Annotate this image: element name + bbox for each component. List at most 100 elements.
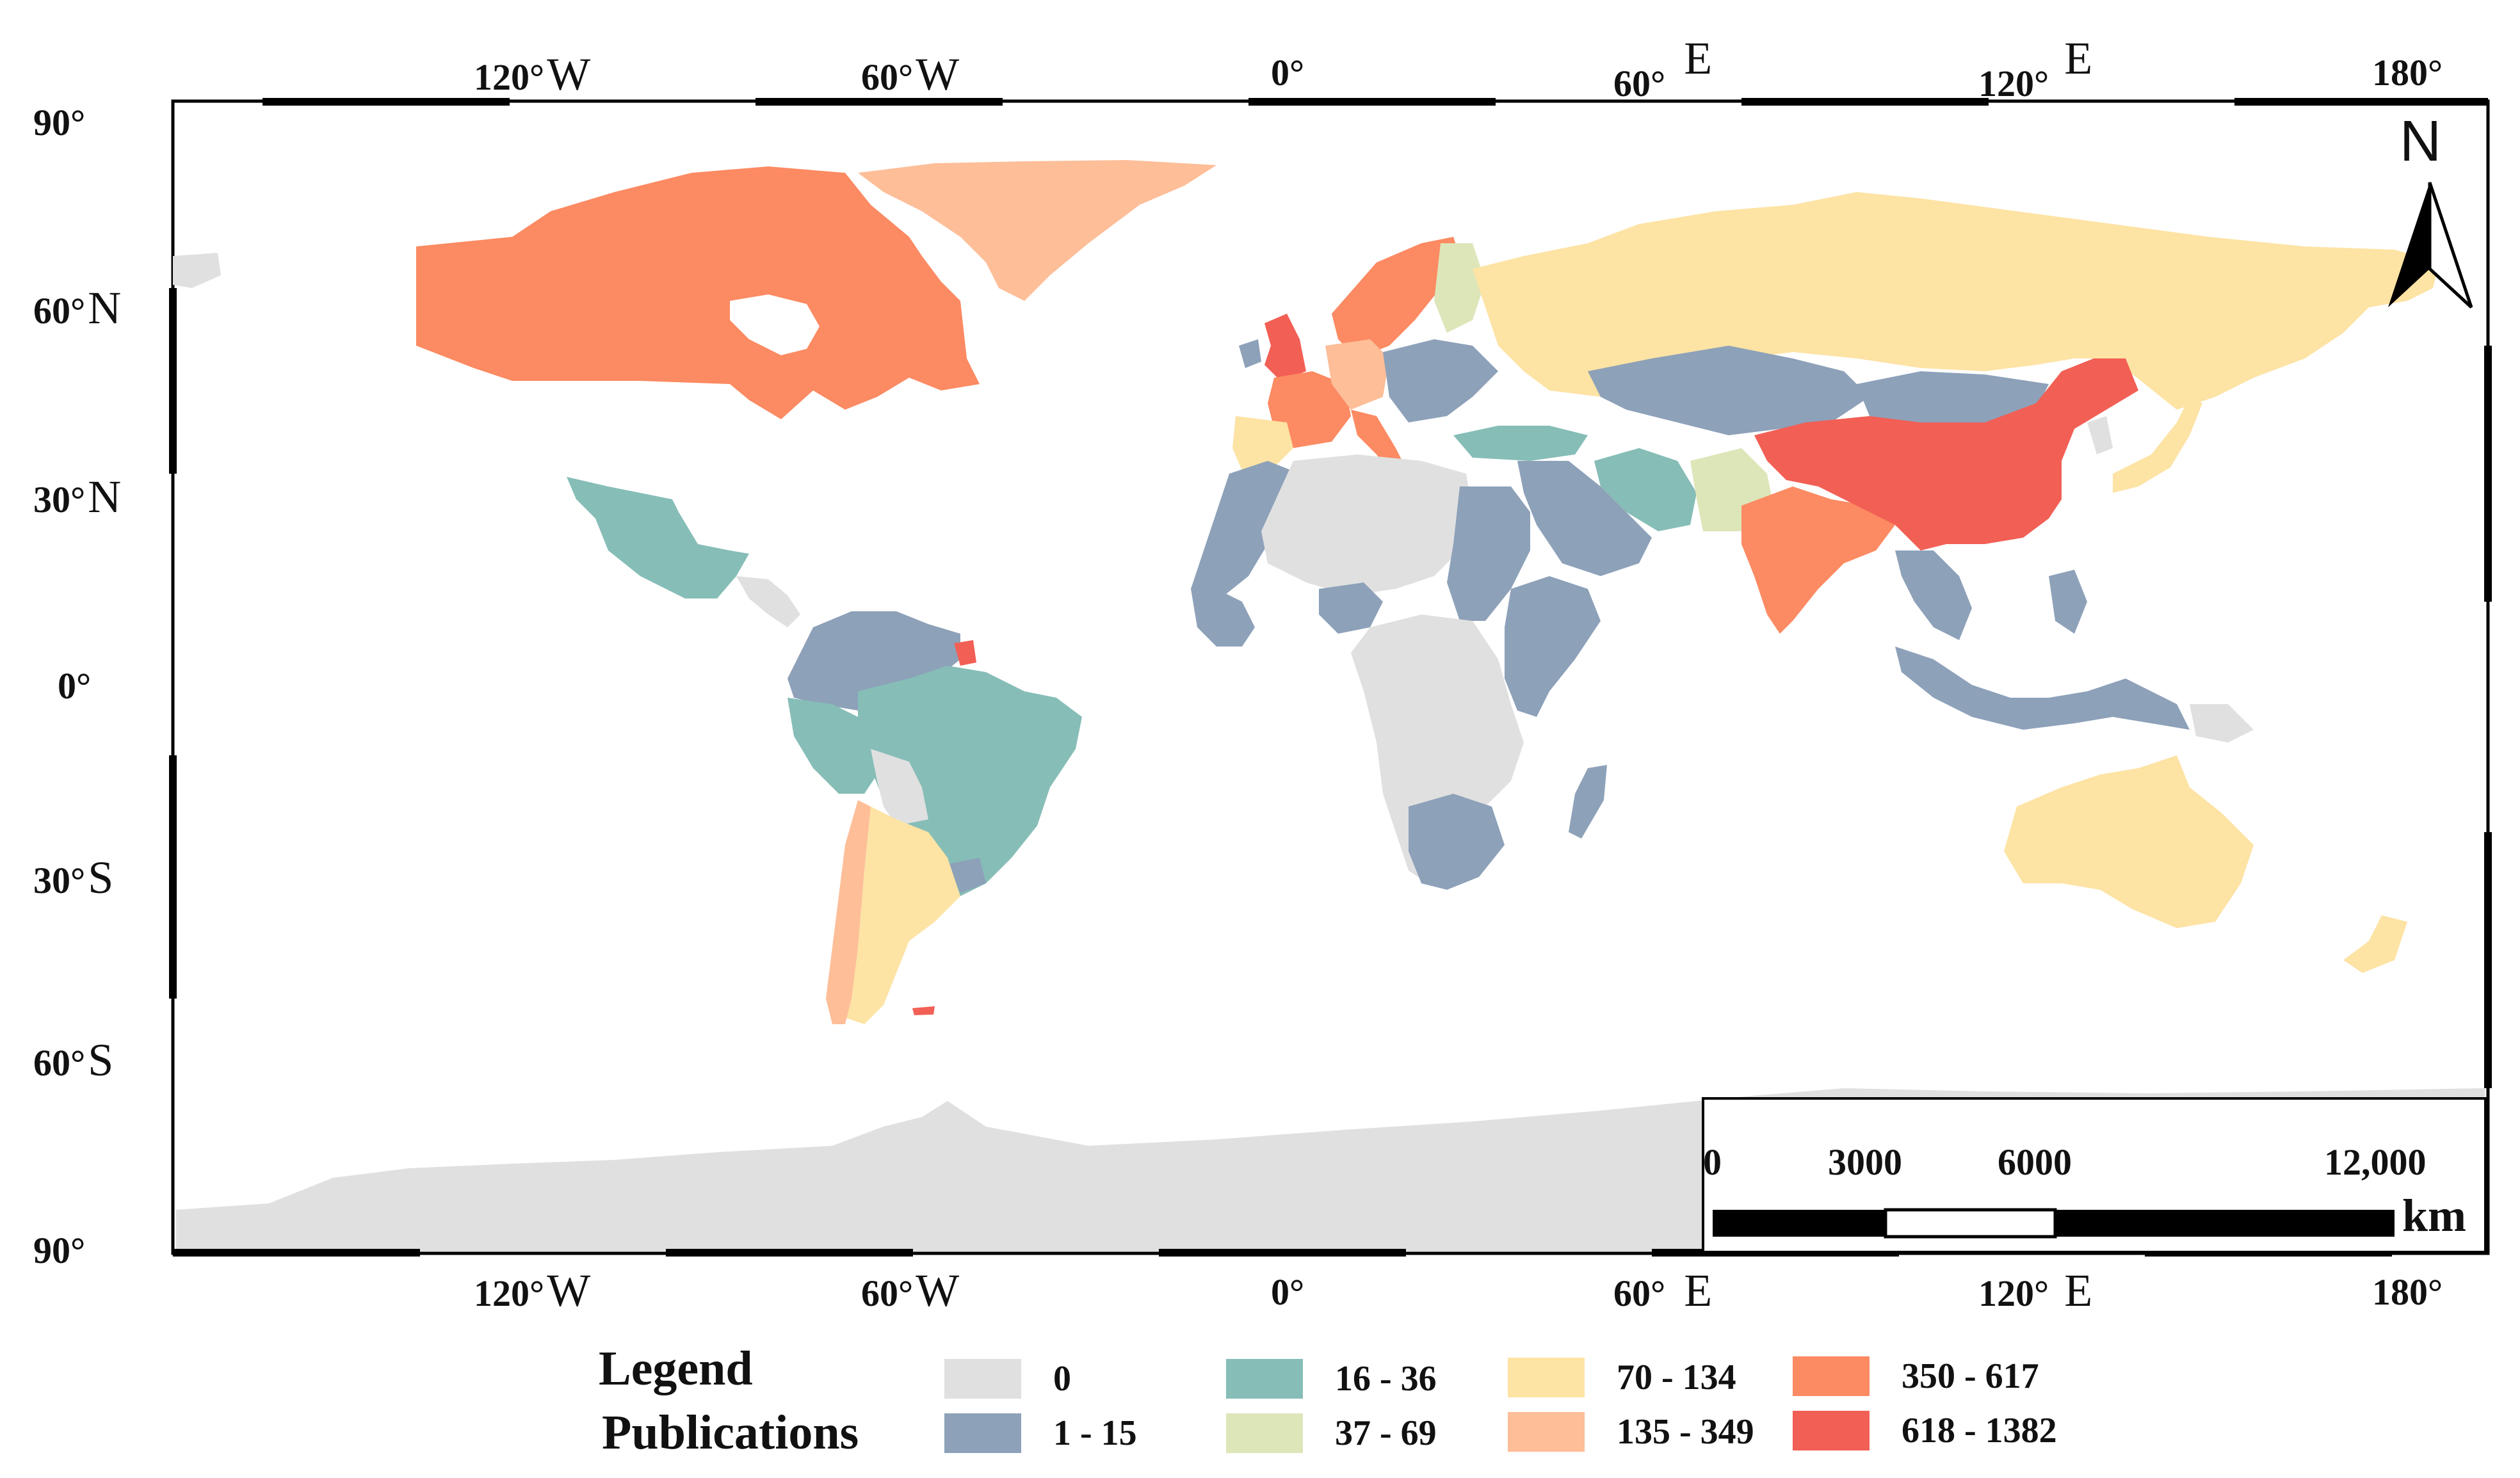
- top-tick-60w: 60° W: [861, 49, 960, 100]
- scale-label-3000: 3000: [1828, 1141, 1902, 1183]
- legend-item-6: 350 - 617: [1793, 1356, 2039, 1397]
- scale-label-0: 0: [1703, 1141, 1722, 1183]
- left-tick-30n: 30° N: [33, 471, 122, 522]
- country-uk: [1264, 314, 1306, 381]
- left-tick-90s: 90°: [33, 1230, 86, 1271]
- legend-swatch: [1226, 1413, 1303, 1453]
- legend-item-2: 16 - 36: [1226, 1358, 1437, 1399]
- frame-ticks-left: [169, 288, 177, 999]
- legend-subtitle: Publications: [602, 1406, 859, 1459]
- falklands: [912, 1006, 935, 1015]
- legend-swatch: [1226, 1359, 1303, 1399]
- scale-bar: [1713, 1208, 2395, 1239]
- legend-item-0: 0: [944, 1358, 1071, 1399]
- scale-unit: km: [2402, 1190, 2467, 1241]
- left-tick-90n: 90°: [33, 102, 86, 143]
- country-india: [1741, 486, 1895, 634]
- country-kazakhstan: [1588, 346, 1870, 435]
- bottom-tick-120w: 120° W: [474, 1265, 591, 1316]
- top-tick-120e: 120° E: [1978, 33, 2093, 104]
- legend-swatch: [944, 1413, 1021, 1453]
- legend-item-7: 618 - 1382: [1793, 1410, 2057, 1451]
- country-philippines: [2049, 570, 2087, 634]
- country-north-africa-west: [1191, 461, 1300, 614]
- bottom-tick-180: 180°: [2372, 1271, 2443, 1313]
- country-guiana: [954, 640, 976, 666]
- legend-label: 16 - 36: [1335, 1359, 1437, 1399]
- legend-item-1: 1 - 15: [944, 1413, 1137, 1454]
- legend-label: 70 - 134: [1617, 1358, 1736, 1397]
- country-madagascar: [1569, 765, 1607, 839]
- country-bolivia-paraguay: [871, 749, 928, 826]
- legend-swatch: [944, 1359, 1021, 1399]
- scale-label-12000: 12,000: [2324, 1141, 2427, 1183]
- top-tick-60e: 60° E: [1613, 33, 1713, 104]
- frame-ticks-right: [2484, 346, 2492, 1088]
- country-new-zealand: [2343, 915, 2407, 973]
- country-japan: [2113, 397, 2202, 493]
- region-central-america: [736, 576, 800, 627]
- left-tick-60n: 60° N: [33, 282, 122, 333]
- country-turkey: [1453, 426, 1588, 461]
- country-mexico: [567, 477, 749, 598]
- legend-label: 1 - 15: [1053, 1413, 1137, 1453]
- country-finland: [1434, 243, 1485, 333]
- north-arrow-icon: [2388, 182, 2473, 309]
- left-tick-0: 0°: [58, 665, 92, 707]
- country-uruguay: [948, 858, 986, 893]
- country-australia: [2004, 755, 2254, 928]
- top-tick-0: 0°: [1271, 52, 1305, 93]
- hudson-bay: [730, 294, 820, 355]
- left-tick-30s: 30° S: [33, 852, 114, 903]
- legend-swatch: [1793, 1411, 1870, 1450]
- country-china: [1754, 358, 2138, 550]
- country-ireland: [1239, 339, 1261, 368]
- country-iran: [1594, 448, 1697, 531]
- legend-swatch: [1508, 1358, 1585, 1397]
- legend-label: 618 - 1382: [1902, 1411, 2057, 1450]
- bottom-tick-60e: 60° E: [1613, 1265, 1713, 1316]
- legend-label: 37 - 69: [1335, 1413, 1437, 1453]
- scale-label-6000: 6000: [1998, 1141, 2072, 1183]
- bottom-tick-60w: 60° W: [861, 1265, 960, 1316]
- country-southern-africa: [1409, 794, 1505, 890]
- legend-item-5: 135 - 349: [1508, 1411, 1754, 1452]
- country-chile: [826, 800, 871, 1024]
- country-eastern-europe: [1383, 339, 1498, 422]
- top-tick-120w: 120° W: [474, 49, 591, 100]
- legend-label: 350 - 617: [1902, 1356, 2039, 1396]
- country-mongolia: [1857, 371, 2049, 426]
- country-greenland: [858, 160, 1216, 301]
- legend-item-3: 37 - 69: [1226, 1413, 1437, 1454]
- bottom-tick-120e: 120° E: [1978, 1265, 2093, 1316]
- country-middle-east: [1517, 461, 1652, 576]
- country-sahara: [1261, 454, 1473, 595]
- country-east-africa: [1505, 576, 1601, 717]
- country-scandinavia: [1332, 237, 1460, 358]
- country-png: [2190, 704, 2254, 743]
- country-germany-central: [1325, 339, 1389, 410]
- country-nigeria: [1319, 582, 1383, 634]
- bottom-tick-0: 0°: [1271, 1271, 1305, 1313]
- country-west-africa: [1191, 589, 1255, 647]
- country-canada: [416, 166, 980, 419]
- legend-label: 0: [1053, 1359, 1071, 1399]
- country-egypt-sudan: [1447, 486, 1530, 621]
- north-arrow-label: N: [2400, 109, 2441, 173]
- legend-label: 135 - 349: [1617, 1412, 1754, 1452]
- legend-swatch: [1508, 1412, 1585, 1452]
- country-iberia: [1232, 416, 1293, 470]
- legend-item-4: 70 - 134: [1508, 1357, 1736, 1398]
- country-southeast-asia: [1895, 550, 1972, 640]
- left-tick-60s: 60° S: [33, 1034, 114, 1086]
- top-tick-180: 180°: [2372, 52, 2443, 93]
- frame-ticks-top: [262, 98, 2488, 106]
- country-argentina: [845, 807, 960, 1024]
- legend-swatch: [1793, 1356, 1870, 1396]
- country-korea: [2087, 416, 2113, 454]
- alaska: [173, 253, 221, 288]
- country-peru: [788, 698, 877, 794]
- country-indonesia: [1895, 647, 2190, 730]
- legend-title: Legend: [599, 1342, 753, 1395]
